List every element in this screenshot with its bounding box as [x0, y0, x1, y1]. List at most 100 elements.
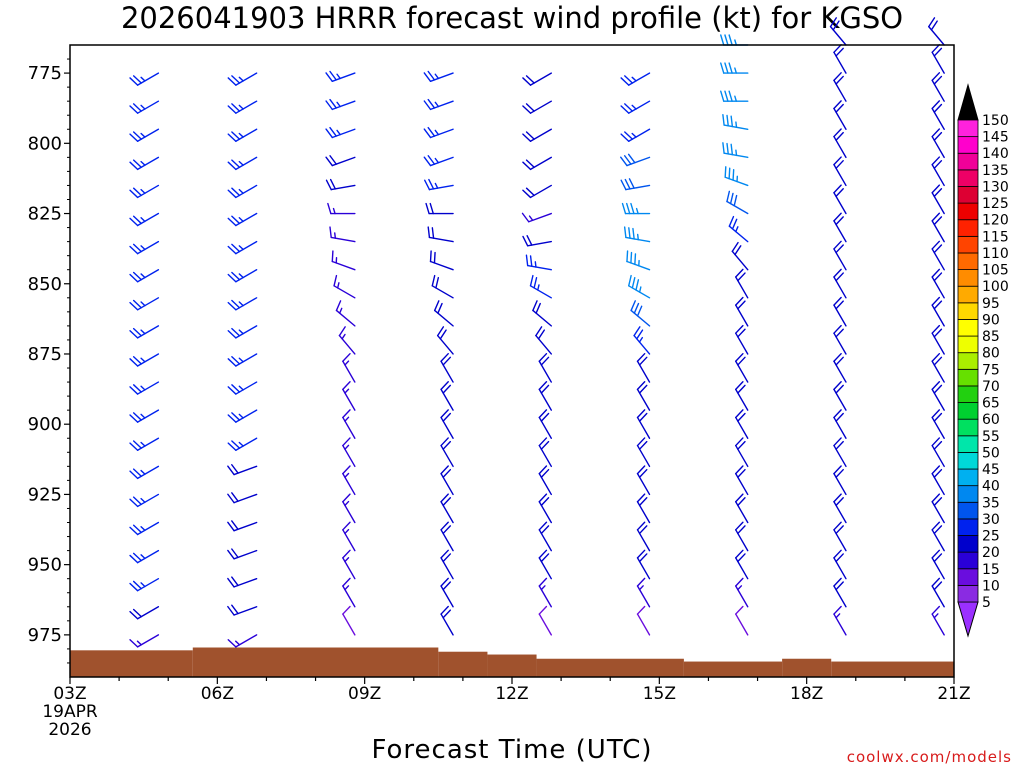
barb-feather [638, 497, 648, 507]
wind-barb [735, 352, 749, 383]
wind-barb [325, 126, 356, 139]
barb-feather [424, 179, 431, 191]
colorbar-swatch [957, 418, 979, 437]
barb-feather [835, 244, 844, 254]
barb-half-feather [140, 188, 146, 194]
barb-feather [227, 245, 237, 255]
barb-feather [227, 189, 237, 199]
wind-barb [630, 300, 651, 327]
wind-barb [931, 72, 945, 102]
surface-segment [70, 650, 193, 677]
wind-barb [227, 520, 258, 532]
barb-feather [636, 409, 646, 419]
wind-barb [735, 381, 749, 411]
barb-half-feather [344, 528, 350, 535]
barb-feather [427, 155, 436, 165]
barb-half-feather [238, 329, 244, 335]
colorbar-label: 65 [982, 396, 1000, 412]
barb-feather [829, 17, 837, 28]
barb-feather [835, 525, 844, 535]
wind-barb [833, 409, 847, 439]
wind-barb [931, 128, 945, 159]
barb-feather [440, 381, 449, 391]
barb-feather [737, 412, 746, 422]
barb-feather [231, 131, 241, 140]
barb-feather [624, 178, 631, 190]
colorbar-swatch [957, 152, 979, 171]
barb-feather [227, 414, 237, 423]
barb-feather [129, 161, 139, 171]
wind-barb [227, 297, 258, 311]
barb-half-feather [238, 245, 244, 251]
surface-segment [782, 658, 832, 677]
wind-barb [538, 605, 552, 636]
wind-barb [724, 166, 749, 187]
wind-barb [620, 128, 651, 142]
barb-feather [620, 77, 630, 86]
colorbar-swatch [957, 535, 979, 553]
barb-feather [636, 329, 644, 340]
barb-feather [728, 90, 733, 102]
barb-half-feather [336, 129, 341, 136]
barb-feather [231, 299, 241, 309]
wind-barb [636, 409, 651, 439]
barb-staff [735, 613, 749, 636]
plot-frame [69, 44, 955, 678]
barb-feather [333, 274, 338, 287]
x-tick-label: 12Z [495, 684, 528, 704]
wind-barb [931, 156, 945, 187]
wind-barb [623, 226, 651, 243]
barb-feather [638, 553, 648, 563]
barb-half-feather [140, 441, 146, 447]
barb-feather [329, 226, 332, 239]
wind-barb [522, 100, 552, 114]
wind-barb [227, 269, 258, 283]
barb-feather [129, 386, 139, 395]
barb-feather [931, 324, 941, 334]
barb-half-feather [434, 182, 439, 189]
barb-feather [129, 245, 139, 255]
barb-feather [833, 605, 842, 615]
barb-feather [442, 468, 452, 478]
wind-barb [833, 156, 847, 187]
wind-barb [429, 250, 454, 271]
x-tick-label: 15Z [643, 684, 676, 704]
barb-feather [833, 184, 842, 194]
wind-barb [342, 409, 356, 439]
barb-feather [931, 156, 941, 166]
wind-barb [424, 178, 454, 191]
barb-feather [633, 326, 641, 337]
barb-feather [327, 202, 332, 215]
barb-feather [933, 328, 943, 338]
barb-feather [833, 156, 842, 166]
colorbar-swatch [957, 235, 979, 254]
barb-feather [132, 103, 142, 112]
wind-barb [735, 296, 749, 327]
y-tick-label: 900 [28, 414, 62, 435]
wind-barb [833, 549, 847, 580]
wind-barb [227, 409, 258, 423]
barb-feather [129, 442, 139, 451]
wind-barb [735, 493, 749, 524]
wind-barb [227, 156, 258, 171]
barb-half-feather [238, 132, 244, 138]
wind-barb [440, 381, 454, 411]
wind-barb [731, 241, 749, 271]
barb-feather [231, 159, 241, 168]
barb-half-feather [734, 95, 738, 102]
wind-barb [720, 90, 749, 102]
barb-feather [227, 521, 235, 532]
colorbar-swatch [957, 402, 979, 420]
wind-barb [735, 409, 749, 439]
barb-feather [931, 605, 941, 615]
colorbar-swatch [957, 269, 979, 287]
barb-feather [931, 268, 941, 278]
barb-feather [931, 549, 941, 559]
wind-barb [829, 17, 847, 46]
wind-barb [227, 184, 258, 199]
barb-feather [620, 179, 627, 191]
barb-half-feather [140, 160, 146, 166]
barb-feather [227, 133, 237, 142]
wind-barb [833, 268, 847, 299]
barb-feather [129, 77, 139, 86]
